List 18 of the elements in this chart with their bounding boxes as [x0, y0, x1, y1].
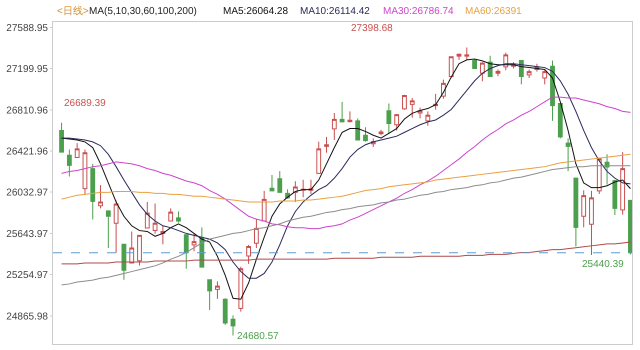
y-tick-label: 26421.96: [6, 146, 48, 158]
annotation: 25440.39: [582, 259, 624, 270]
annotation: 24680.57: [237, 331, 280, 342]
y-tick-label: 25254.97: [6, 270, 48, 282]
text: MA5:26064.28: [223, 6, 288, 17]
chart-title: <日线>: [57, 5, 89, 17]
annotation: 26689.39: [64, 98, 106, 109]
y-tick-label: 24865.98: [6, 311, 48, 322]
text: MA30:26786.74: [383, 6, 454, 17]
legend-title: MA(5,10,30,60,100,200): [89, 6, 197, 17]
text: MA60:26391: [465, 6, 522, 17]
y-tick-label: 25643.97: [6, 228, 48, 240]
annotation: 27398.68: [351, 23, 394, 34]
y-tick-label: 27588.95: [6, 22, 48, 34]
y-tick-label: 27199.95: [6, 64, 48, 76]
y-tick-label: 26810.96: [6, 105, 48, 116]
y-tick-label: 26032.97: [6, 188, 48, 199]
text: MA10:26114.42: [300, 6, 370, 17]
